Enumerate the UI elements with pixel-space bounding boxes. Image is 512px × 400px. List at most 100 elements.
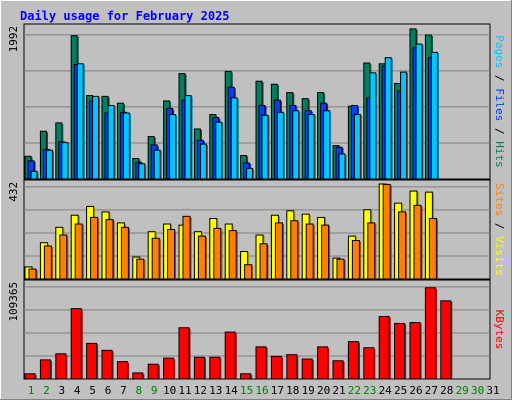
visits-sites-bar-day-12-fill [197,235,206,280]
hits-pages-bar-day-6 [107,104,116,180]
visits-sites-bar-day-14-fill [228,230,237,280]
kbytes-kbytes-bar-day-18 [286,354,299,380]
hits-pages-bar-day-1-fill [30,170,38,180]
day-label-28: 28 [440,384,453,397]
visits-sites-bar-day-16 [259,243,269,280]
hits-pages-bar-day-22 [353,114,362,180]
hits-pages-bar-day-10 [169,114,178,180]
visits-sites-bar-day-3-fill [59,234,68,280]
hits-pages-bar-day-25-fill [400,71,408,180]
visits-sites-bar-day-9 [151,237,161,280]
visits-sites-bar-day-10 [167,229,177,280]
chart-title: Daily usage for February 2025 [20,9,230,23]
kbytes-kbytes-bar-day-19 [301,358,314,380]
kbytes-axis-label-part: KBytes [493,310,506,350]
hits-pages-bar-day-17-fill [276,111,284,180]
kbytes-kbytes-bar-day-25-fill [394,322,406,380]
visits-sites-bar-day-19 [305,223,315,280]
day-label-4: 4 [74,384,81,397]
kbytes-kbytes-bar-day-8-fill [132,372,144,380]
day-label-18: 18 [286,384,299,397]
visits-sites-bar-day-14 [228,230,238,280]
visits-sites-bar-day-25 [398,211,408,280]
kbytes-kbytes-bar-day-9-fill [147,363,159,380]
hits-pages-bar-day-21 [338,153,347,180]
hits-pages-bar-day-11-fill [184,95,192,180]
kbytes-kbytes-bar-day-2 [39,359,52,380]
visits-sites-bar-day-19-fill [305,223,314,280]
hits-pages-bar-day-26 [415,43,424,180]
visits-sites-bar-day-21-fill [336,258,345,280]
kbytes-kbytes-bar-day-17 [270,355,283,380]
kbytes-kbytes-bar-day-28-fill [440,300,452,380]
hits-pages-bar-day-6-fill [107,104,115,180]
kbytes-kbytes-bar-day-3-fill [55,353,67,380]
hits-pages-bar-day-9-fill [153,149,161,180]
visits-sites-bar-day-16-fill [259,243,268,280]
hits-pages-bar-day-5 [92,95,101,180]
kbytes-kbytes-bar-day-16 [255,346,268,380]
hits-axis-label-part: Hits [493,141,506,168]
visits-sites-bar-day-5-fill [90,216,99,280]
day-label-31: 31 [486,384,499,397]
kbytes-kbytes-bar-day-20-fill [317,346,329,380]
day-label-9: 9 [151,384,158,397]
visits-sites-bar-day-4 [74,223,84,280]
kbytes-kbytes-bar-day-5 [86,342,99,380]
visits-sites-bar-day-12 [197,235,207,280]
visits-sites-bar-day-7-fill [120,226,129,280]
visits-sites-bar-day-27 [428,218,438,280]
kbytes-kbytes-bar-day-11 [178,327,191,380]
visits-sites-bar-day-17 [274,222,284,280]
hits-pages-bar-day-21-fill [338,153,346,180]
visits-sites-bar-day-18-fill [290,220,299,280]
visits-sites-bar-day-4-fill [74,223,83,280]
day-label-14: 14 [225,384,239,397]
kbytes-kbytes-bar-day-24-fill [378,315,390,380]
hits-pages-bar-day-9 [153,149,162,180]
kbytes-kbytes-bar-day-16-fill [255,346,267,380]
hits-pages-bar-day-3-fill [61,142,69,180]
visits-sites-bar-day-23 [367,222,377,280]
hits-pages-bar-day-23-fill [369,72,377,180]
hits-axis-label-part: / [493,121,506,141]
hits-pages-bar-day-15-fill [246,167,254,180]
visits-sites-bar-day-6-fill [105,219,114,280]
day-label-22: 22 [348,384,361,397]
kbytes-kbytes-bar-day-1-fill [24,373,36,380]
visits-sites-bar-day-20 [321,224,331,280]
kbytes-kbytes-bar-day-9 [147,363,160,380]
visits-max-label: 432 [7,182,20,202]
hits-pages-bar-day-8-fill [138,163,146,180]
hits-pages-bar-day-22-fill [353,114,361,180]
kbytes-kbytes-bar-day-28 [440,300,453,380]
kbytes-kbytes-bar-day-8 [132,372,145,380]
day-label-1: 1 [28,384,35,397]
visits-sites-bar-day-7 [120,226,130,280]
kbytes-kbytes-bar-day-14-fill [224,331,236,380]
hits-axis-label-part: / [493,68,506,88]
visits-sites-bar-day-26-fill [413,204,422,280]
hits-axis-label-part: Pages [493,35,506,68]
kbytes-kbytes-bar-day-27 [424,287,437,380]
hits-files-pages-panel: 1992 Pages / Files / Hits [7,23,506,180]
day-label-21: 21 [332,384,345,397]
visits-sites-bar-day-22-fill [351,240,360,280]
visits-sites-bar-day-11 [182,215,192,280]
kbytes-kbytes-bar-day-15-fill [240,373,252,380]
hits-pages-bar-day-19 [307,114,316,180]
hits-pages-bar-day-8 [138,163,147,180]
day-label-29: 29 [456,384,469,397]
hits-axis-label-part: Files [493,88,506,121]
visits-axis-label-part: Visits [493,236,506,276]
day-label-27: 27 [425,384,438,397]
hits-pages-bar-day-18-fill [292,110,300,180]
visits-sites-bar-day-22 [351,240,361,280]
day-label-26: 26 [409,384,422,397]
kbytes-kbytes-bar-day-22 [347,341,360,380]
kbytes-kbytes-bar-day-17-fill [270,355,282,380]
hits-pages-bar-day-23 [369,72,378,180]
kbytes-kbytes-bar-day-23 [363,347,376,380]
kbytes-axis-label: KBytes [493,310,506,350]
visits-axis-label-part: Sites [493,183,506,216]
